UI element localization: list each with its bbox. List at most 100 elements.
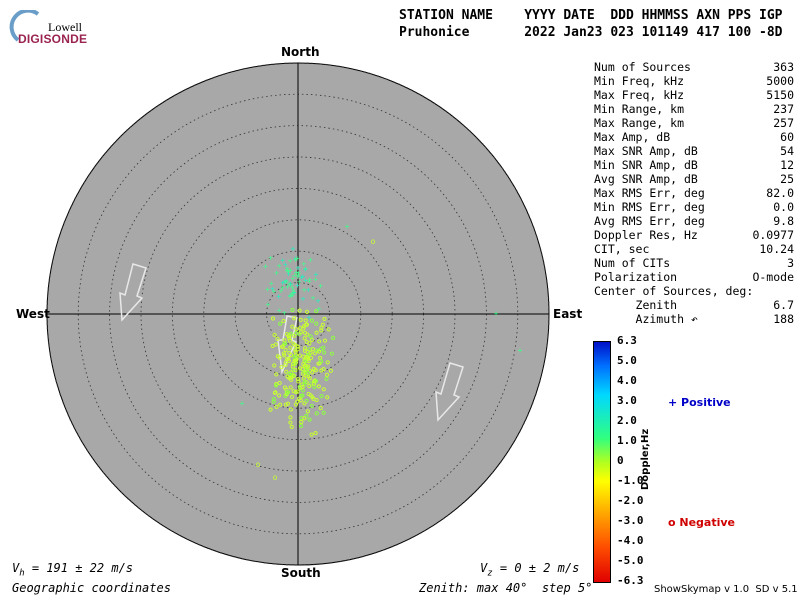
negative-source-mark <box>281 318 286 324</box>
coordinate-system: Geographic coordinates <box>12 581 171 595</box>
negative-source-mark <box>316 384 321 389</box>
stat-row: Polarization O-mode <box>594 270 794 284</box>
negative-source-mark <box>282 338 287 343</box>
negative-source-mark <box>314 309 319 314</box>
negative-source-mark <box>328 368 334 373</box>
positive-source-mark: + <box>269 279 274 288</box>
positive-source-mark: + <box>265 285 270 294</box>
stat-row: Max Freq, kHz 5150 <box>594 88 794 102</box>
stat-value: 9.8 <box>773 214 794 228</box>
stat-label: Max SNR Amp, dB <box>594 144 698 158</box>
south-label: South <box>281 566 321 580</box>
negative-source-mark <box>290 364 295 369</box>
colorbar-tick: 2.0 <box>617 414 637 427</box>
negative-source-mark <box>284 369 289 374</box>
negative-source-mark <box>305 332 310 337</box>
negative-source-mark <box>286 356 291 361</box>
positive-source-mark: + <box>288 292 293 301</box>
colorbar-tick: -1.0 <box>617 474 644 487</box>
negative-source-mark <box>290 307 295 313</box>
stat-row: CIT, sec 10.24 <box>594 242 794 256</box>
negative-source-mark <box>318 346 324 352</box>
negative-source-mark <box>319 394 324 399</box>
negative-source-mark <box>288 415 293 420</box>
stat-label: Azimuth ↶ <box>594 312 698 326</box>
positive-source-mark: + <box>284 266 289 275</box>
stat-row: Doppler Res, Hz 0.0977 <box>594 228 794 242</box>
colorbar-tick: 1.0 <box>617 434 637 447</box>
positive-source-mark: + <box>282 277 287 286</box>
stat-label: Zenith <box>594 298 678 312</box>
negative-source-mark <box>319 368 324 373</box>
negative-source-mark <box>275 336 280 341</box>
negative-source-mark <box>294 331 299 336</box>
stat-label: Max Amp, dB <box>594 130 671 144</box>
negative-source-mark <box>299 415 304 421</box>
negative-source-mark <box>295 347 300 352</box>
positive-source-mark: + <box>285 264 290 273</box>
positive-source-mark: + <box>295 281 300 290</box>
negative-source-mark <box>305 370 310 376</box>
positive-source-mark: + <box>288 291 293 300</box>
header-labels: STATION NAME YYYY DATE DDD HHMMSS AXN PP… <box>399 8 783 23</box>
positive-source-mark: + <box>288 281 293 290</box>
positive-source-mark: + <box>306 286 311 295</box>
positive-source-mark: + <box>280 279 285 288</box>
positive-source-mark: + <box>280 284 285 293</box>
logo-product: DIGISONDE <box>18 32 88 46</box>
stat-row: Max Range, km 257 <box>594 116 794 130</box>
negative-source-mark <box>292 333 297 338</box>
colorbar-tick: -4.0 <box>617 534 644 547</box>
positive-source-mark: + <box>282 309 287 318</box>
positive-source-mark: + <box>292 271 297 280</box>
negative-source-mark <box>286 334 291 339</box>
stat-value: 257 <box>773 116 794 130</box>
negative-source-mark <box>322 316 327 322</box>
positive-source-mark: + <box>303 276 308 285</box>
source-points: +++++++ +++ ++++++ ++++++++++++++++++++++++… <box>240 222 523 482</box>
negative-source-mark <box>279 365 284 370</box>
negative-source-mark <box>310 347 316 352</box>
positive-source-mark: + <box>296 270 301 279</box>
outlier-source-mark: o <box>273 473 278 482</box>
header-values: Pruhonice 2022 Jan23 023 101149 417 100 … <box>399 25 783 40</box>
skymap-plot: +++++++ +++ ++++++ ++++++++++++++++++++++++… <box>46 62 550 566</box>
legend-negative: o Negative <box>668 516 736 529</box>
negative-source-mark <box>302 401 307 406</box>
negative-source-mark <box>271 397 276 402</box>
version-info: ShowSkymap v 1.0 SD v 5.1 <box>654 584 798 595</box>
stat-label: Num of Sources <box>594 60 691 74</box>
negative-source-mark <box>290 324 295 329</box>
negative-source-mark <box>302 363 308 368</box>
negative-source-mark <box>318 405 323 411</box>
stat-row: Min Freq, kHz 5000 <box>594 74 794 88</box>
stat-label: Avg SNR Amp, dB <box>594 172 698 186</box>
positive-source-mark: + <box>292 288 297 297</box>
negative-source-mark <box>287 372 292 377</box>
west-label: West <box>16 307 50 321</box>
stat-row: Center of Sources, deg: <box>594 284 794 298</box>
negative-source-mark <box>306 391 311 397</box>
colorbar-tick: 5.0 <box>617 354 637 367</box>
negative-source-mark <box>308 334 313 339</box>
negative-source-mark <box>302 348 308 354</box>
stat-value: 6.7 <box>773 298 794 312</box>
stat-value: O-mode <box>752 270 794 284</box>
positive-source-mark: + <box>286 267 291 276</box>
stat-label: CIT, sec <box>594 242 650 256</box>
positive-source-mark: + <box>268 253 273 262</box>
positive-source-mark: + <box>280 256 285 265</box>
negative-source-mark <box>297 353 302 358</box>
stat-label: Min RMS Err, deg <box>594 200 705 214</box>
colorbar-tick: 4.0 <box>617 374 637 387</box>
negative-source-mark <box>288 420 293 425</box>
stat-value: 60 <box>780 130 794 144</box>
negative-source-mark <box>298 317 303 323</box>
stat-value: 54 <box>780 144 794 158</box>
negative-source-mark <box>295 399 300 404</box>
positive-source-mark: + <box>296 272 301 281</box>
stat-label: Doppler Res, Hz <box>594 228 698 242</box>
stat-value: 25 <box>780 172 794 186</box>
negative-source-mark <box>311 381 317 386</box>
positive-source-mark: + <box>294 268 299 277</box>
